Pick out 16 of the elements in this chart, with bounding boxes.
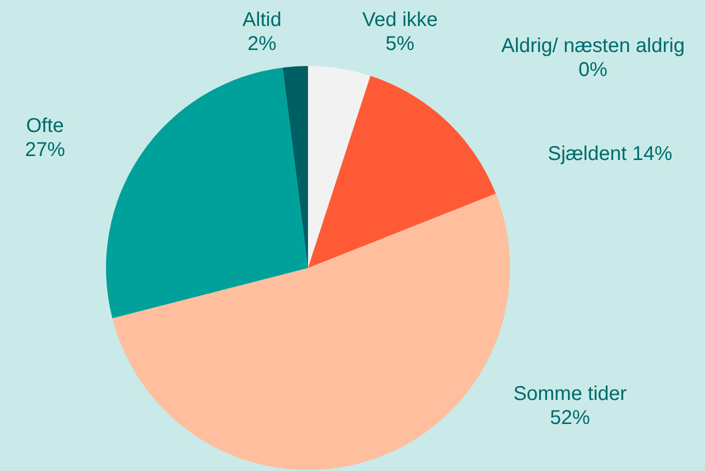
text: 0% xyxy=(578,59,608,81)
pie-slice xyxy=(282,66,308,268)
data-label: 2% xyxy=(248,33,277,55)
slice-label: Ofte xyxy=(26,115,64,137)
category-label: Aldrig/ næsten aldrig xyxy=(501,35,685,57)
data-label: 52% xyxy=(550,407,590,429)
data-label: 5% xyxy=(386,33,415,55)
slice-label: Altid xyxy=(242,9,282,31)
data-label: 27% xyxy=(24,139,66,161)
pie-slice xyxy=(106,68,308,318)
pie-slice xyxy=(308,66,370,268)
pie-slice xyxy=(112,194,510,470)
slice-label: Ved ikke xyxy=(362,9,438,31)
slice-label: Sjældent 14% xyxy=(548,143,672,165)
slice-label: Somme tider xyxy=(513,383,628,405)
pie-slice xyxy=(308,76,496,268)
